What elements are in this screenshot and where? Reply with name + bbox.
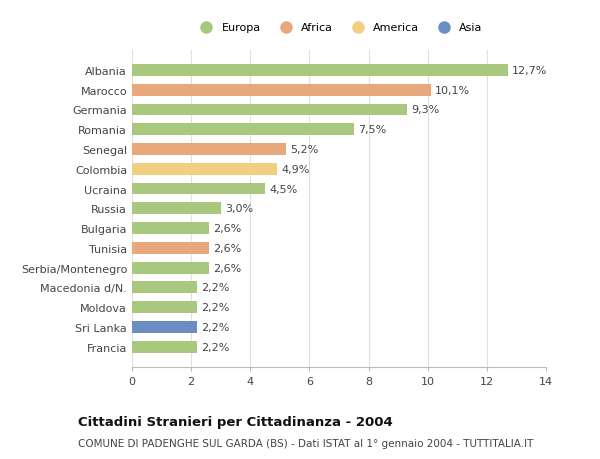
Text: COMUNE DI PADENGHE SUL GARDA (BS) - Dati ISTAT al 1° gennaio 2004 - TUTTITALIA.I: COMUNE DI PADENGHE SUL GARDA (BS) - Dati…: [78, 438, 533, 448]
Text: 4,9%: 4,9%: [281, 164, 310, 174]
Text: Cittadini Stranieri per Cittadinanza - 2004: Cittadini Stranieri per Cittadinanza - 2…: [78, 415, 393, 428]
Text: 12,7%: 12,7%: [512, 66, 547, 76]
Text: 5,2%: 5,2%: [290, 145, 319, 155]
Bar: [132, 65, 508, 77]
Text: 3,0%: 3,0%: [225, 204, 253, 214]
Bar: [132, 124, 354, 136]
Bar: [132, 84, 431, 96]
Bar: [132, 223, 209, 235]
Bar: [132, 163, 277, 175]
Text: 2,2%: 2,2%: [202, 302, 230, 313]
Bar: [132, 203, 221, 215]
Text: 7,5%: 7,5%: [358, 125, 386, 135]
Bar: [132, 302, 197, 313]
Bar: [132, 341, 197, 353]
Text: 2,6%: 2,6%: [214, 243, 242, 253]
Bar: [132, 183, 265, 195]
Bar: [132, 104, 407, 116]
Text: 2,2%: 2,2%: [202, 342, 230, 352]
Bar: [132, 144, 286, 156]
Legend: Europa, Africa, America, Asia: Europa, Africa, America, Asia: [193, 21, 485, 36]
Text: 10,1%: 10,1%: [435, 85, 470, 95]
Bar: [132, 282, 197, 294]
Text: 9,3%: 9,3%: [412, 105, 440, 115]
Bar: [132, 321, 197, 333]
Text: 2,6%: 2,6%: [214, 263, 242, 273]
Bar: [132, 242, 209, 254]
Text: 2,2%: 2,2%: [202, 322, 230, 332]
Text: 2,2%: 2,2%: [202, 283, 230, 293]
Text: 2,6%: 2,6%: [214, 224, 242, 234]
Bar: [132, 262, 209, 274]
Text: 4,5%: 4,5%: [269, 184, 298, 194]
